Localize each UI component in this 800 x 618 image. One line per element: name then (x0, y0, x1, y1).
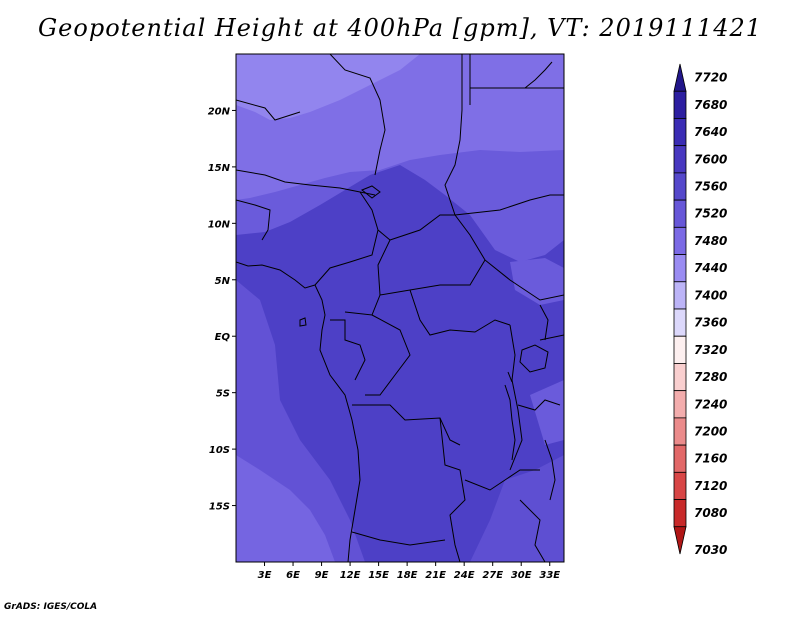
contour-7560-patch-se-coast (530, 380, 564, 445)
border-nigeria-cameroon (314, 191, 379, 286)
border-niger-libya (329, 54, 386, 176)
colorbar-label: 7120 (694, 479, 727, 493)
lon-tick-label: 15E (368, 570, 389, 581)
lon-tick-label: 30E (511, 570, 532, 581)
lat-tick-label: 15S (209, 502, 230, 513)
colorbar-swatch (673, 118, 687, 147)
lake-malawi (544, 439, 556, 501)
border-zambia-east (464, 469, 540, 491)
colorbar-swatch (673, 63, 687, 92)
colorbar-label: 7560 (694, 180, 727, 194)
colorbar-swatch (673, 172, 687, 201)
map-frame (235, 53, 565, 563)
lake-tanganyika (504, 384, 516, 461)
lat-tick-label: EQ (215, 332, 231, 343)
border-car-sudan (379, 214, 486, 296)
colorbar-swatch (673, 335, 687, 364)
lake-kivu (507, 371, 513, 383)
border-sudan-south-sudan (454, 194, 564, 216)
island-bioko (299, 317, 307, 327)
lat-tick-label: 20N (208, 106, 231, 117)
colorbar-swatch (673, 226, 687, 255)
border-chad-sudan (444, 54, 463, 216)
colorbar-label: 7240 (694, 397, 727, 411)
colorbar-label: 7360 (694, 316, 727, 330)
colorbar-label: 7400 (694, 288, 727, 302)
contour-7520-band-southwest (236, 455, 335, 562)
colorbar-swatch (673, 90, 687, 119)
border-algeria-mali (236, 99, 301, 121)
colorbar-label: 7480 (694, 234, 727, 248)
colorbar-label: 7080 (694, 506, 727, 520)
border-kenya-tanzania (539, 334, 564, 341)
lon-tick-label: 33E (539, 570, 560, 581)
colorbar-swatch (673, 526, 687, 555)
colorbar: 7720 7680 7640 7600 7560 7520 7480 7440 7400 7360… (673, 63, 727, 557)
political-borders (236, 54, 564, 562)
colorbar-label: 7320 (694, 343, 727, 357)
lon-tick-label: 6E (286, 570, 300, 581)
colorbar-swatch (673, 444, 687, 473)
border-namibia-angola (351, 531, 446, 546)
longitude-axis: 3E 6E 9E 12E 15E 18E 21E 24E 27E 30E 33E (258, 562, 560, 581)
border-burkina-ghana (236, 199, 271, 241)
colorbar-swatch (673, 199, 687, 228)
border-cameroon-car (344, 229, 391, 316)
lon-tick-label: 3E (258, 570, 272, 581)
colorbar-swatch (673, 363, 687, 392)
lon-tick-label: 9E (315, 570, 329, 581)
credit-text: GrADS: IGES/COLA (4, 602, 98, 612)
colorbar-label: 7520 (694, 207, 727, 221)
border-mozambique (519, 499, 546, 562)
colorbar-swatch (673, 308, 687, 337)
contour-7560-patch-east (510, 258, 564, 305)
border-congo-gabon (330, 319, 366, 381)
lat-tick-label: 15N (208, 163, 231, 174)
lake-victoria (519, 344, 549, 373)
colorbar-swatch (673, 145, 687, 174)
border-drc-angola (352, 404, 461, 446)
border-south-sudan-ethiopia (484, 259, 564, 301)
lat-tick-label: 10S (209, 445, 230, 456)
colorbar-label: 7640 (694, 125, 727, 139)
colorbar-label: 7440 (694, 261, 727, 275)
lat-tick-label: 5S (216, 389, 230, 400)
border-uganda-kenya (539, 304, 549, 341)
lat-tick-label: 5N (215, 276, 231, 287)
colorbar-swatch (673, 390, 687, 419)
plot-title: Geopotential Height at 400hPa [gpm], VT:… (38, 14, 762, 42)
lon-tick-label: 24E (454, 570, 475, 581)
colorbar-label: 7720 (694, 71, 727, 85)
colorbar-label: 7600 (694, 152, 727, 166)
lon-tick-label: 27E (482, 570, 503, 581)
colorbar-label: 7280 (694, 370, 727, 384)
latitude-axis: 20N 15N 10N 5N EQ 5S 10S 15S (208, 106, 236, 513)
lon-tick-label: 18E (397, 570, 418, 581)
coastline-west-africa (236, 261, 361, 562)
lon-tick-label: 12E (340, 570, 361, 581)
lake-chad (361, 185, 381, 199)
colorbar-label: 7200 (694, 425, 727, 439)
border-tanzania-lakes (517, 399, 561, 411)
contour-7560-band-southeast (470, 455, 564, 562)
border-drc-east (509, 324, 523, 471)
colorbar-label: 7680 (694, 98, 727, 112)
colorbar-swatch (673, 499, 687, 528)
border-drc-north (409, 289, 511, 336)
colorbar-swatch (673, 254, 687, 283)
border-drc-congo (365, 314, 411, 396)
lon-tick-label: 21E (425, 570, 446, 581)
border-angola-zambia (439, 417, 466, 562)
lat-tick-label: 10N (208, 219, 231, 230)
colorbar-swatch (673, 471, 687, 500)
colorbar-label: 7160 (694, 452, 727, 466)
colorbar-label: 7030 (694, 543, 727, 557)
colorbar-swatch (673, 417, 687, 446)
height-contours (236, 54, 564, 562)
contour-7480-band-north (236, 54, 420, 120)
coastline-red-sea (524, 61, 553, 89)
colorbar-swatch (673, 281, 687, 310)
